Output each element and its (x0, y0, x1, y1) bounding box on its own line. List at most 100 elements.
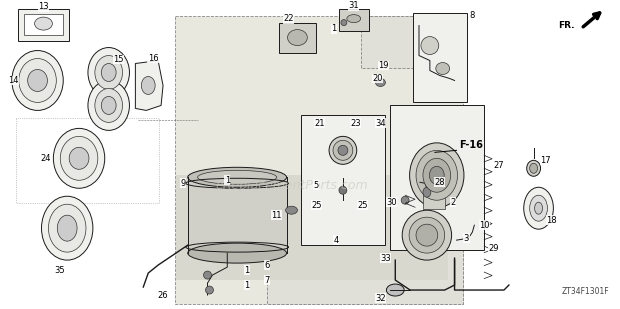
Ellipse shape (95, 88, 123, 122)
Text: 18: 18 (546, 216, 557, 225)
Ellipse shape (416, 224, 438, 246)
Text: 6: 6 (264, 260, 270, 269)
Text: 8: 8 (470, 11, 475, 20)
Ellipse shape (423, 158, 451, 192)
Ellipse shape (329, 136, 356, 164)
Ellipse shape (48, 204, 86, 252)
Text: 13: 13 (38, 2, 49, 11)
Ellipse shape (436, 62, 449, 74)
Ellipse shape (410, 143, 464, 208)
Ellipse shape (534, 202, 542, 214)
Text: 3: 3 (464, 234, 469, 243)
Bar (423, 195, 445, 209)
Text: 1: 1 (244, 281, 250, 290)
Text: 16: 16 (148, 54, 159, 63)
Ellipse shape (288, 30, 308, 45)
Text: FR.: FR. (559, 21, 575, 30)
Bar (188, 177, 286, 253)
Text: ZT34F1301F: ZT34F1301F (561, 287, 609, 296)
Ellipse shape (527, 160, 541, 176)
Ellipse shape (101, 96, 116, 114)
Text: F-16: F-16 (459, 140, 484, 150)
Bar (16, 118, 159, 203)
Bar (278, 23, 316, 53)
Text: 30: 30 (386, 198, 397, 207)
Ellipse shape (386, 284, 404, 296)
Bar (18, 9, 69, 40)
Ellipse shape (141, 77, 155, 95)
Bar (301, 115, 386, 245)
Text: 28: 28 (435, 178, 445, 187)
Text: 31: 31 (348, 1, 359, 10)
Text: 1: 1 (244, 265, 250, 275)
Ellipse shape (101, 64, 116, 82)
Ellipse shape (401, 196, 409, 204)
Ellipse shape (203, 271, 211, 279)
Text: 25: 25 (357, 201, 368, 210)
Text: 9: 9 (180, 179, 185, 188)
Ellipse shape (333, 140, 353, 160)
Text: 25: 25 (311, 201, 321, 210)
Text: 22: 22 (283, 14, 294, 23)
Text: 34: 34 (375, 119, 386, 128)
Ellipse shape (341, 19, 347, 26)
Ellipse shape (198, 170, 277, 184)
Ellipse shape (421, 36, 439, 54)
Ellipse shape (60, 136, 98, 180)
Ellipse shape (409, 217, 445, 253)
Bar (176, 175, 448, 280)
Ellipse shape (42, 196, 93, 260)
Text: 29: 29 (489, 243, 499, 253)
Ellipse shape (529, 195, 547, 221)
Text: 2: 2 (450, 198, 455, 207)
Text: 1: 1 (224, 176, 230, 185)
Text: 24: 24 (40, 154, 51, 163)
Ellipse shape (188, 167, 286, 187)
Ellipse shape (88, 80, 130, 130)
Ellipse shape (286, 206, 298, 214)
Ellipse shape (524, 187, 554, 229)
Ellipse shape (57, 215, 77, 241)
Ellipse shape (376, 78, 386, 87)
Text: 14: 14 (7, 76, 18, 85)
Text: 1: 1 (331, 24, 337, 33)
Bar (267, 224, 463, 304)
Ellipse shape (188, 243, 286, 263)
Text: 15: 15 (113, 55, 124, 64)
Ellipse shape (338, 145, 348, 155)
Ellipse shape (28, 70, 48, 91)
Text: 4: 4 (334, 236, 339, 245)
Bar (361, 16, 463, 69)
Text: 7: 7 (264, 276, 270, 285)
Text: 5: 5 (314, 181, 319, 190)
Ellipse shape (206, 286, 213, 294)
Ellipse shape (423, 187, 431, 197)
Text: 17: 17 (540, 156, 551, 165)
Ellipse shape (339, 186, 347, 194)
Text: 21: 21 (314, 119, 324, 128)
Bar (391, 105, 484, 250)
Text: 32: 32 (375, 294, 386, 303)
Text: 27: 27 (494, 161, 504, 170)
Bar (175, 16, 463, 304)
Text: 11: 11 (272, 211, 282, 220)
Ellipse shape (88, 48, 130, 97)
Ellipse shape (95, 56, 123, 90)
Ellipse shape (416, 150, 458, 200)
Text: 35: 35 (54, 265, 64, 275)
Ellipse shape (35, 17, 52, 30)
Text: 23: 23 (350, 119, 361, 128)
Bar (413, 13, 467, 103)
Text: eReplacementParts.com: eReplacementParts.com (215, 179, 368, 192)
Bar (24, 14, 63, 35)
Ellipse shape (12, 51, 63, 110)
Bar (339, 9, 369, 31)
Text: 19: 19 (378, 61, 389, 70)
Ellipse shape (19, 58, 56, 103)
Ellipse shape (347, 15, 361, 23)
Ellipse shape (69, 147, 89, 169)
Ellipse shape (529, 163, 538, 173)
Polygon shape (135, 61, 163, 110)
Text: 10: 10 (479, 221, 489, 230)
Ellipse shape (402, 210, 451, 260)
